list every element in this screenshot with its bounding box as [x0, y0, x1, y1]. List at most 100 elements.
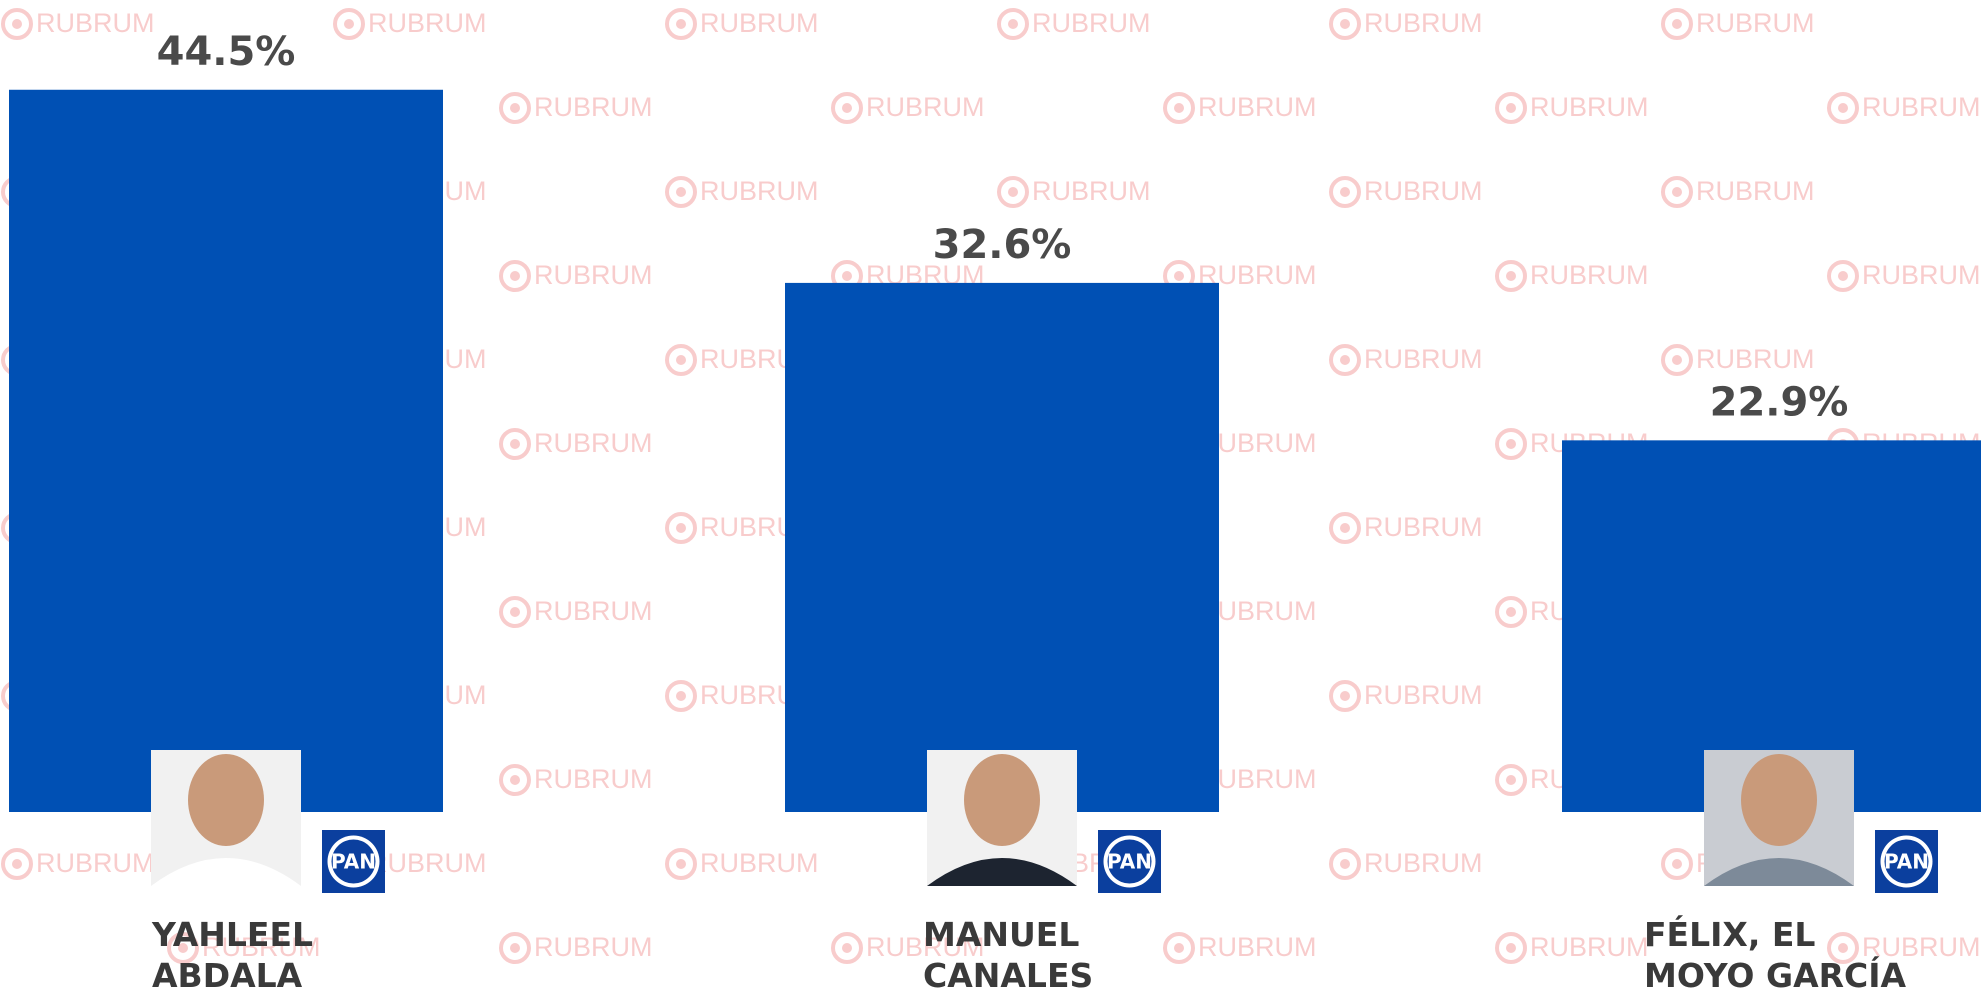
bar [785, 282, 1219, 813]
party-logo-ring [1884, 839, 1929, 884]
watermark-icon [665, 344, 697, 376]
watermark-icon [1163, 92, 1195, 124]
watermark-icon [499, 596, 531, 628]
watermark: RUBRUM [534, 596, 653, 626]
watermark: RUBRUM [1032, 176, 1151, 206]
watermark-icon [1661, 176, 1693, 208]
watermark-icon [1838, 271, 1848, 281]
watermark-icon [1661, 8, 1693, 40]
party-logo-ring [1107, 839, 1152, 884]
watermark-icon [1672, 187, 1682, 197]
watermark-icon [1, 8, 33, 40]
watermark: RUBRUM [534, 932, 653, 962]
watermark: RUBRUM [1530, 932, 1649, 962]
watermark: RUBRUM [534, 92, 653, 122]
party-logo-text: PAN [331, 850, 376, 874]
watermark-icon [676, 187, 686, 197]
watermark-icon [499, 428, 531, 460]
watermark: RUBRUM [1862, 932, 1981, 962]
watermark-icon [676, 355, 686, 365]
watermark: RUBRUM [1530, 92, 1649, 122]
watermark-icon [12, 859, 22, 869]
watermark-icon [12, 19, 22, 29]
watermark-icon [1008, 187, 1018, 197]
value-label: 22.9% [1710, 379, 1849, 425]
watermark: RUBRUM [368, 8, 487, 38]
watermark: RUBRUM [700, 8, 819, 38]
watermark-icon [1827, 260, 1859, 292]
watermark-icon [1506, 271, 1516, 281]
watermark-icon [831, 92, 863, 124]
party-logo-text: PAN [1107, 850, 1152, 874]
watermark: RUBRUM [1696, 8, 1815, 38]
watermark: RUBRUM [36, 848, 155, 878]
watermark-icon [665, 512, 697, 544]
watermark: RUBRUM [1198, 92, 1317, 122]
watermark-icon [1506, 607, 1516, 617]
watermark-icon [842, 271, 852, 281]
watermark-icon [333, 8, 365, 40]
watermark-icon [1340, 19, 1350, 29]
watermark-icon [1495, 764, 1527, 796]
watermark-icon [1340, 523, 1350, 533]
watermark: RUBRUM [700, 176, 819, 206]
watermark-icon [676, 691, 686, 701]
watermark: RUBRUM [1198, 932, 1317, 962]
watermark: RUBRUM [866, 932, 985, 962]
watermark-icon [1340, 691, 1350, 701]
watermark: RUBRUM [1364, 344, 1483, 374]
watermark: RUBRUM [368, 848, 487, 878]
watermark-icon [665, 176, 697, 208]
watermark: RUBRUM [1364, 176, 1483, 206]
value-label: 32.6% [933, 222, 1072, 268]
watermark: RUBRUM [1862, 260, 1981, 290]
watermark-icon [1661, 848, 1693, 880]
watermark-icon [665, 680, 697, 712]
watermark-icon [997, 176, 1029, 208]
watermark-icon [1506, 775, 1516, 785]
watermark: RUBRUM [1032, 8, 1151, 38]
watermark-icon [1495, 92, 1527, 124]
watermark-icon [510, 775, 520, 785]
photo-body [151, 858, 301, 886]
watermark: RUBRUM [1696, 176, 1815, 206]
watermark-icon [1329, 344, 1361, 376]
watermark-icon [1329, 848, 1361, 880]
x-tick-label: MANUEL CANALES [923, 915, 1094, 990]
watermark-icon [842, 103, 852, 113]
watermark-icon [510, 943, 520, 953]
watermark-icon [1672, 859, 1682, 869]
watermark-icon [1329, 8, 1361, 40]
watermark: RUBRUM [202, 932, 321, 962]
watermark-icon [1495, 596, 1527, 628]
watermark-icon [1827, 932, 1859, 964]
watermark-icon [1495, 428, 1527, 460]
watermark-icon [1174, 103, 1184, 113]
watermark: RUBRUM [1696, 344, 1815, 374]
photo-face [1741, 754, 1817, 846]
watermark: RUBRUM [1364, 848, 1483, 878]
watermark-icon [1329, 512, 1361, 544]
watermark-icon [665, 8, 697, 40]
watermark-icon [676, 19, 686, 29]
party-logo-ring [331, 839, 376, 884]
value-label: 44.5% [157, 29, 296, 75]
photo-body [927, 858, 1077, 886]
watermark-icon [510, 607, 520, 617]
watermark-icon [1506, 439, 1516, 449]
party-logo-text: PAN [1884, 850, 1929, 874]
watermark: RUBRUM [534, 764, 653, 794]
bar [9, 89, 443, 812]
watermark-icon [1661, 344, 1693, 376]
watermark: RUBRUM [36, 8, 155, 38]
watermark-icon [1495, 932, 1527, 964]
watermark-icon [1340, 355, 1350, 365]
watermark-icon [676, 523, 686, 533]
watermark: RUBRUM [700, 848, 819, 878]
watermark-icon [499, 92, 531, 124]
watermark: RUBRUM [866, 92, 985, 122]
watermark: RUBRUM [534, 260, 653, 290]
watermark: RUBRUM [1364, 512, 1483, 542]
